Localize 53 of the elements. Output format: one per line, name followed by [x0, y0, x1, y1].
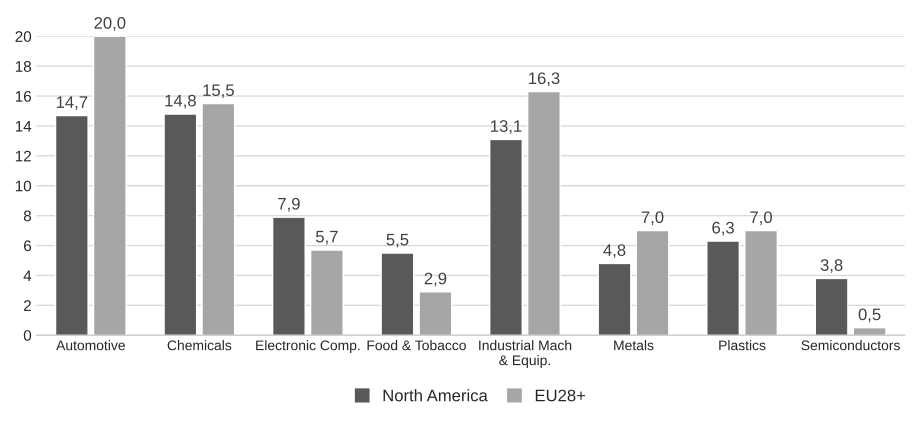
x-tick-label: Automotive — [56, 340, 125, 350]
data-label: 2,9 — [424, 272, 446, 286]
y-tick-label: 12 — [16, 150, 31, 162]
x-tick-label: Metals — [614, 340, 654, 350]
bar — [489, 138, 523, 336]
bar — [380, 252, 414, 336]
y-tick-label: 10 — [16, 180, 32, 192]
bar — [54, 114, 89, 336]
bar — [310, 249, 344, 336]
data-label: 7,9 — [278, 198, 300, 212]
y-tick-label: 2 — [24, 300, 31, 311]
bar — [598, 262, 632, 336]
legend-label: EU28+ — [536, 390, 586, 402]
x-tick-label: Electronic Comp. — [256, 340, 360, 354]
data-label: 13,1 — [491, 120, 522, 134]
bar — [744, 230, 778, 336]
legend-label: North America — [384, 389, 488, 402]
y-tick-label: 16 — [16, 90, 32, 102]
data-label: 5,7 — [316, 230, 338, 245]
data-label: 0,5 — [858, 308, 880, 322]
data-label: 7,0 — [642, 211, 664, 226]
data-label: 3,8 — [820, 259, 842, 273]
y-tick-label: 6 — [24, 240, 32, 252]
bar — [526, 90, 561, 336]
bar — [706, 240, 740, 336]
bar — [418, 291, 452, 336]
bar — [814, 278, 849, 336]
bar — [852, 327, 887, 336]
data-label: 6,3 — [712, 222, 734, 236]
bar — [201, 102, 236, 336]
bar — [92, 36, 127, 336]
y-tick-label: 14 — [16, 120, 32, 132]
bar — [272, 216, 306, 336]
data-label: 7,0 — [750, 211, 772, 226]
data-label: 5,5 — [386, 234, 408, 248]
data-label: 14,7 — [56, 96, 88, 110]
x-tick-label: Industrial Mach & Equip. — [479, 340, 572, 368]
data-label: 20,0 — [94, 17, 126, 31]
x-tick-label: Chemicals — [168, 340, 232, 350]
y-tick-label: 0 — [24, 330, 32, 341]
bar — [636, 230, 670, 336]
bar — [163, 113, 198, 336]
y-tick-label: 20 — [15, 31, 32, 42]
data-label: 4,8 — [603, 244, 626, 258]
y-tick-label: 8 — [24, 210, 32, 222]
data-label: 15,5 — [203, 84, 234, 98]
x-tick-label: Semiconductors — [801, 340, 900, 350]
y-tick-label: 18 — [16, 61, 32, 72]
x-tick-label: Food & Tobacco — [368, 340, 466, 350]
data-label: 14,8 — [165, 94, 196, 109]
x-tick-label: Plastics — [719, 340, 766, 350]
y-tick-label: 4 — [24, 270, 32, 281]
data-label: 16,3 — [529, 72, 560, 86]
